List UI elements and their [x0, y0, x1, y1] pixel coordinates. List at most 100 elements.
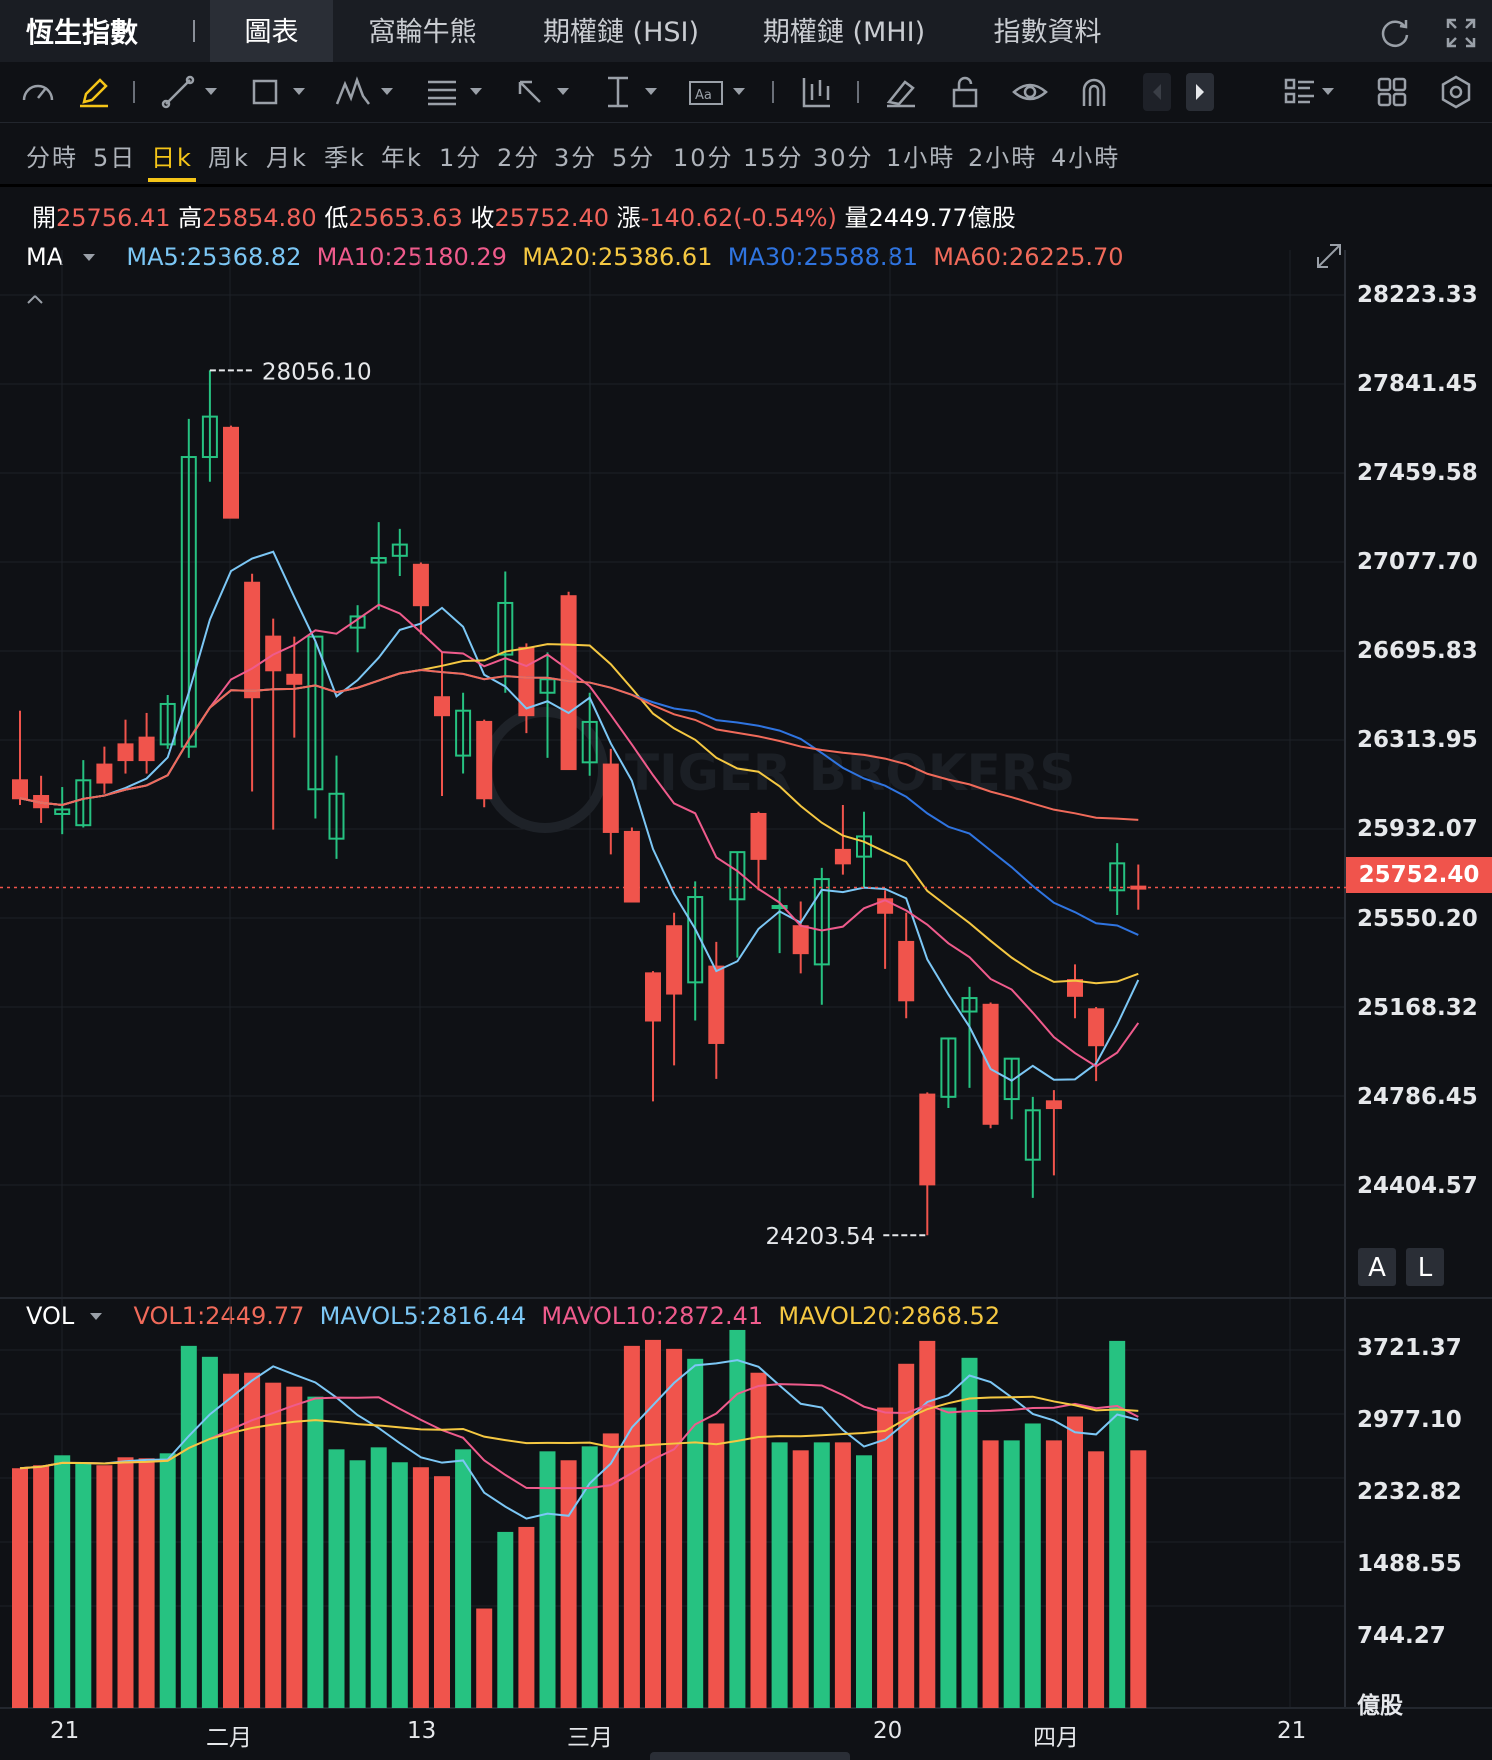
- settings-icon[interactable]: [1436, 72, 1476, 112]
- period-1min[interactable]: 1分: [439, 144, 483, 172]
- period-5day[interactable]: 5日: [93, 144, 137, 172]
- fibonacci-caret-icon[interactable]: [470, 88, 482, 95]
- trend-line-caret-icon[interactable]: [205, 88, 217, 95]
- candle-body: [54, 808, 71, 815]
- rectangle-icon[interactable]: [245, 72, 285, 112]
- fullscreen-icon[interactable]: [1444, 16, 1478, 50]
- period-monthly[interactable]: 月k: [266, 144, 308, 172]
- fibonacci-icon[interactable]: [422, 72, 462, 112]
- pattern-caret-icon[interactable]: [381, 88, 393, 95]
- candle-type-icon[interactable]: [796, 72, 836, 112]
- grid-icon[interactable]: [1372, 72, 1412, 112]
- ma5-value: MA5:25368.82: [126, 243, 302, 271]
- volume-bar: [1067, 1416, 1083, 1708]
- next-arrow-icon[interactable]: [1186, 73, 1214, 111]
- period-30min[interactable]: 30分: [813, 144, 874, 172]
- period-1hour[interactable]: 1小時: [886, 144, 956, 172]
- price-axis-label: 25932.07: [1357, 816, 1478, 842]
- candle-body: [940, 1037, 957, 1098]
- arrow-icon[interactable]: [510, 72, 550, 112]
- period-2hour[interactable]: 2小時: [968, 144, 1038, 172]
- text-caret-icon[interactable]: [733, 88, 745, 95]
- vol-indicator-label[interactable]: VOL: [26, 1302, 75, 1330]
- magnet-icon[interactable]: [1074, 72, 1114, 112]
- arrow-caret-icon[interactable]: [557, 88, 569, 95]
- candle-body: [12, 779, 28, 800]
- prev-arrow-icon[interactable]: [1143, 73, 1171, 111]
- watermark-logo: [482, 707, 608, 833]
- open-label: 開: [32, 204, 56, 232]
- period-quarterly[interactable]: 季k: [324, 144, 366, 172]
- high-annotation: 28056.10: [262, 359, 372, 385]
- volume-bar: [75, 1463, 92, 1708]
- period-yearly[interactable]: 年k: [381, 144, 423, 172]
- tab-options-hsi[interactable]: 期權鏈 (HSI): [542, 17, 700, 48]
- eye-icon[interactable]: [1010, 72, 1050, 112]
- volume-bar: [117, 1457, 134, 1708]
- auto-scale-button[interactable]: A: [1358, 1248, 1396, 1286]
- period-weekly[interactable]: 周k: [208, 144, 250, 172]
- volume-bar: [1024, 1423, 1041, 1708]
- candle-body: [898, 940, 915, 1002]
- period-10min[interactable]: 10分: [673, 144, 734, 172]
- current-price-tag: 25752.40: [1346, 857, 1492, 893]
- pattern-icon[interactable]: [333, 72, 373, 112]
- eraser-icon[interactable]: [881, 72, 921, 112]
- title-divider: [193, 20, 195, 42]
- log-scale-button[interactable]: L: [1406, 1248, 1444, 1286]
- volume-bar: [159, 1453, 176, 1708]
- timeline-scroll-handle[interactable]: [650, 1752, 850, 1760]
- period-15min[interactable]: 15分: [743, 144, 804, 172]
- ma-indicator-label[interactable]: MA: [26, 243, 64, 271]
- tab-warrants[interactable]: 窩輪牛熊: [368, 17, 477, 48]
- tab-index-info[interactable]: 指數資料: [993, 17, 1102, 48]
- tab-options-mhi[interactable]: 期權鏈 (MHI): [762, 17, 926, 48]
- rectangle-caret-icon[interactable]: [293, 88, 305, 95]
- candle-body: [961, 997, 978, 1013]
- draw-pen-icon[interactable]: [74, 72, 114, 112]
- price-axis-label: 26313.95: [1357, 727, 1478, 753]
- indicator-gauge-icon[interactable]: [18, 72, 58, 112]
- period-5min[interactable]: 5分: [612, 144, 656, 172]
- volume-bar: [666, 1348, 683, 1708]
- layout-list-icon[interactable]: [1280, 72, 1320, 112]
- period-intraday[interactable]: 分時: [26, 144, 78, 172]
- candle-body: [138, 736, 155, 762]
- price-axis-label: 28223.33: [1357, 282, 1478, 308]
- period-4hour[interactable]: 4小時: [1051, 144, 1121, 172]
- collapse-chevron-icon[interactable]: [24, 291, 46, 307]
- volume-bar: [54, 1455, 71, 1708]
- price-axis-label: 26695.83: [1357, 638, 1478, 664]
- refresh-icon[interactable]: [1378, 16, 1412, 50]
- volume-bar: [982, 1440, 999, 1708]
- close-label: 收: [470, 204, 495, 232]
- candle-body: [370, 557, 387, 564]
- text-icon[interactable]: Aa: [686, 72, 726, 112]
- vol-dropdown-icon[interactable]: [89, 1313, 102, 1320]
- tab-chart[interactable]: 圖表: [210, 0, 333, 62]
- change-value: -140.62(-0.54%): [640, 204, 837, 232]
- layout-caret-icon[interactable]: [1322, 88, 1334, 95]
- price-axis-label: 25168.32: [1357, 995, 1478, 1021]
- candle-body: [792, 925, 809, 955]
- volume-bar: [1109, 1340, 1126, 1708]
- candle-body: [1024, 1109, 1041, 1161]
- period-daily[interactable]: 日k: [151, 144, 193, 172]
- ma30-value: MA30:25588.81: [727, 243, 918, 271]
- expand-chart-icon[interactable]: [1314, 241, 1344, 271]
- period-2min[interactable]: 2分: [497, 144, 541, 172]
- measure-caret-icon[interactable]: [645, 88, 657, 95]
- lock-icon[interactable]: [945, 72, 985, 112]
- price-axis-label: 25550.20: [1357, 906, 1478, 932]
- low-label: 低: [324, 204, 349, 232]
- ma-legend: MA MA5:25368.82 MA10:25180.29 MA20:25386…: [26, 243, 1124, 271]
- volume-axis-label: 3721.37: [1357, 1335, 1462, 1361]
- candle-body: [349, 615, 366, 629]
- mavol5-value: MAVOL5:2816.44: [319, 1302, 527, 1330]
- period-3min[interactable]: 3分: [554, 144, 598, 172]
- measure-icon[interactable]: [598, 72, 638, 112]
- ma-dropdown-icon[interactable]: [82, 254, 95, 261]
- trend-line-icon[interactable]: [158, 72, 198, 112]
- volume-bar: [687, 1358, 704, 1708]
